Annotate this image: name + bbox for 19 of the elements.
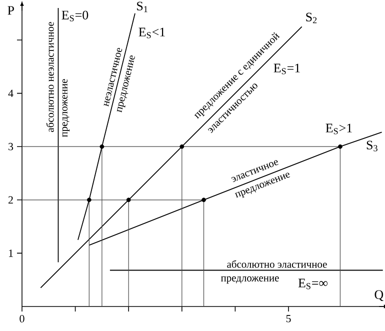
series-label: S$_{1}$ — [137, 2, 148, 12]
annotation: предложение — [220, 276, 279, 284]
annotation: предложение — [62, 79, 70, 138]
annotation: абсолютно неэластичное — [46, 22, 54, 132]
y-tick-label: 1 — [8, 250, 13, 257]
y-tick-label: 4 — [8, 90, 14, 97]
series-label: S$_{2}$ — [306, 12, 317, 24]
annotation: E$_{S}$=0 — [62, 10, 88, 22]
annotation: E$_{S}$=∞ — [298, 278, 328, 290]
y-tick-label: 2 — [8, 196, 13, 204]
annotation: E$_{S}$<1 — [138, 28, 165, 38]
series-label: S$_{3}$ — [366, 140, 378, 152]
y-tick-label: 3 — [8, 142, 14, 150]
x-tick-label: 0 — [20, 315, 24, 322]
x-axis-title: Q — [374, 290, 384, 301]
y-axis-title: P — [8, 6, 14, 15]
annotation: E$_{S}$>1 — [326, 124, 352, 134]
x-tick-label: 5 — [286, 315, 291, 322]
annotation: абсолютно эластичное — [227, 260, 327, 268]
